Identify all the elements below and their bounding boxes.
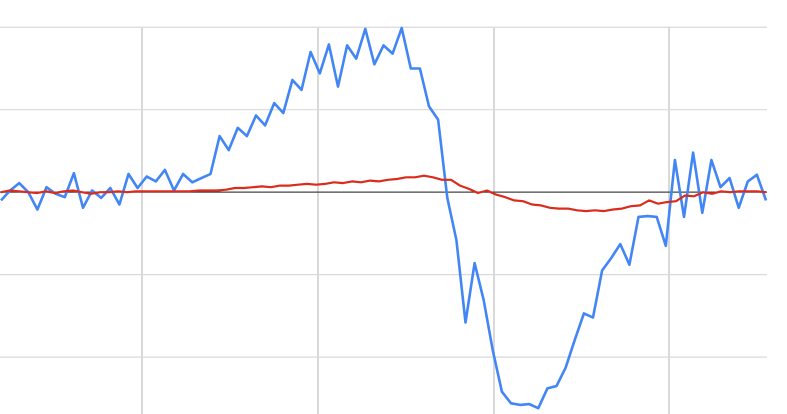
series-group bbox=[0, 26, 768, 410]
gridlines bbox=[0, 26, 767, 414]
series-line-blue bbox=[0, 26, 768, 410]
series-line-red bbox=[0, 174, 767, 213]
